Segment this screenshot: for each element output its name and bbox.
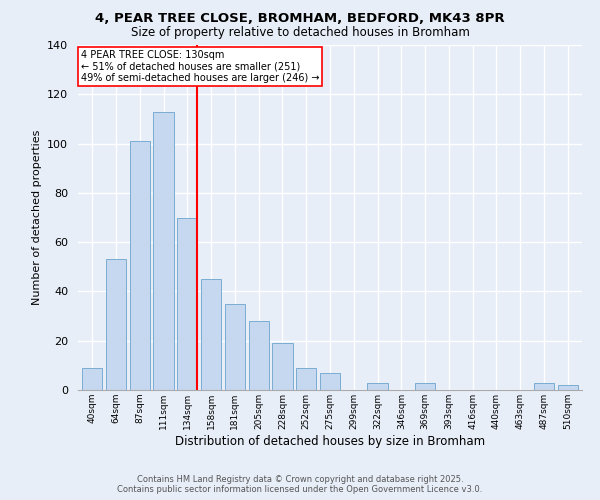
X-axis label: Distribution of detached houses by size in Bromham: Distribution of detached houses by size … xyxy=(175,434,485,448)
Bar xyxy=(320,373,340,390)
Bar xyxy=(248,321,269,390)
Bar xyxy=(106,260,126,390)
Bar xyxy=(272,343,293,390)
Bar xyxy=(154,112,173,390)
Text: Size of property relative to detached houses in Bromham: Size of property relative to detached ho… xyxy=(131,26,469,39)
Bar xyxy=(130,141,150,390)
Bar xyxy=(534,382,554,390)
Bar xyxy=(557,385,578,390)
Text: Contains HM Land Registry data © Crown copyright and database right 2025.
Contai: Contains HM Land Registry data © Crown c… xyxy=(118,474,482,494)
Bar xyxy=(201,279,221,390)
Bar xyxy=(82,368,103,390)
Text: 4, PEAR TREE CLOSE, BROMHAM, BEDFORD, MK43 8PR: 4, PEAR TREE CLOSE, BROMHAM, BEDFORD, MK… xyxy=(95,12,505,26)
Bar xyxy=(367,382,388,390)
Bar xyxy=(225,304,245,390)
Y-axis label: Number of detached properties: Number of detached properties xyxy=(32,130,41,305)
Bar xyxy=(177,218,197,390)
Bar xyxy=(296,368,316,390)
Bar xyxy=(415,382,435,390)
Text: 4 PEAR TREE CLOSE: 130sqm
← 51% of detached houses are smaller (251)
49% of semi: 4 PEAR TREE CLOSE: 130sqm ← 51% of detac… xyxy=(80,50,319,84)
